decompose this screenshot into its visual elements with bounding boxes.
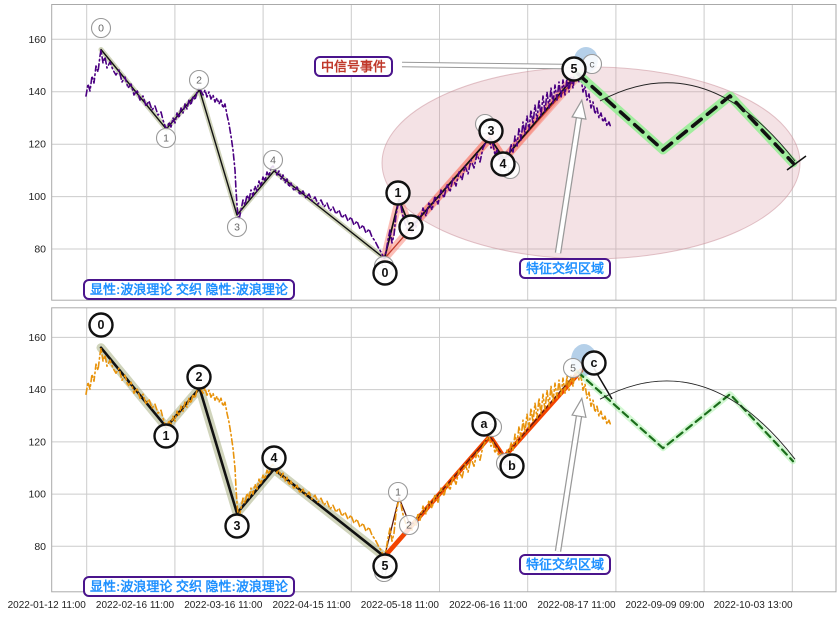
y-tick-label: 120: [28, 436, 46, 448]
wave-label-hidden-c: c: [589, 59, 594, 71]
wave-label-explicit-5: 5: [382, 559, 389, 573]
wave-label-hidden-1: 1: [163, 133, 169, 145]
wave-label-explicit-0: 0: [382, 266, 389, 280]
wave-circle-explicit-5: [561, 56, 587, 82]
wave-label-explicit-3: 3: [488, 124, 495, 138]
wave-label-explicit-2: 2: [196, 370, 203, 384]
x-tick-label: 2022-04-15 11:00: [272, 600, 351, 611]
x-tick-label: 2022-01-12 11:00: [8, 600, 87, 611]
wave-label-explicit-4: 4: [271, 451, 278, 465]
wave-label-hidden-0: 0: [98, 23, 104, 35]
y-tick-label: 100: [28, 191, 46, 203]
wave-label-hidden-3: 3: [234, 222, 240, 234]
signal-callout-line: [401, 62, 564, 69]
wave-label-explicit-5: 5: [571, 62, 578, 76]
y-tick-label: 100: [28, 489, 46, 501]
y-tick-label: 160: [28, 34, 46, 46]
y-tick-label: 80: [34, 244, 46, 256]
wave-circle-explicit-2: [186, 364, 212, 390]
feature-weave-ellipse: [381, 66, 801, 260]
y-tick-label: 80: [34, 541, 46, 553]
x-tick-label: 2022-03-16 11:00: [184, 600, 263, 611]
legend-label-bottom: 显性:波浪理论 交织 隐性:波浪理论: [83, 576, 295, 597]
panel-frame-top: [51, 4, 837, 301]
wave-circle-explicit-3: [224, 513, 250, 539]
wave-circle-explicit-1: [153, 423, 179, 449]
wave-circle-hidden-1: [387, 481, 409, 503]
wave-circle-explicit-b: [499, 453, 525, 479]
price-series-bottom: [85, 347, 612, 558]
wave-circle-hidden-0: [90, 17, 112, 39]
forecast-dashed: [576, 371, 795, 463]
weave-region-label-top: 特征交织区域: [519, 258, 612, 279]
legend-label-top: 显性:波浪理论 交织 隐性:波浪理论: [83, 279, 295, 300]
forecast-glow: [575, 369, 796, 465]
wave-circle-explicit-0: [88, 312, 114, 338]
x-tick-label: 2022-05-18 11:00: [361, 600, 440, 611]
signal-event-label: 中信号事件: [314, 56, 394, 77]
wave-circle-explicit-5: [372, 553, 398, 579]
x-tick-label: 2022-10-03 13:00: [714, 600, 793, 611]
signal-arrow-head: [571, 98, 587, 120]
forecast-endcap: [786, 155, 807, 171]
wave-label-explicit-3: 3: [234, 519, 241, 533]
wave-circle-explicit-a: [471, 411, 497, 437]
wave-label-explicit-c: c: [591, 356, 598, 370]
y-tick-label: 160: [28, 332, 46, 344]
wave-label-explicit-4: 4: [500, 157, 507, 171]
y-tick-label: 140: [28, 86, 46, 98]
price-series-top: [85, 49, 612, 259]
x-tick-label: 2022-08-17 11:00: [537, 600, 616, 611]
projection-arc: [599, 380, 796, 460]
wave-circle-hidden-4: [262, 149, 284, 171]
signal-arrow-head: [571, 396, 587, 419]
wave-label-hidden-4: 4: [270, 155, 276, 167]
wave-label-explicit-a: a: [481, 417, 489, 431]
y-tick-label: 120: [28, 139, 46, 151]
wave-circle-hidden-1: [155, 127, 177, 149]
wave-circle-explicit-2: [398, 214, 424, 240]
forecast-dashed: [576, 72, 795, 165]
x-tick-label: 2022-09-09 09:00: [625, 600, 704, 611]
x-tick-label: 2022-02-16 11:00: [96, 600, 175, 611]
panel-frame-bottom: [51, 307, 837, 593]
wave-label-hidden-1: 1: [395, 487, 401, 499]
wave-label-explicit-0: 0: [98, 318, 105, 332]
wave-label-hidden-2: 2: [196, 75, 202, 87]
signal-arrow-shaft: [556, 415, 581, 552]
wave-circle-explicit-4: [490, 151, 516, 177]
wave-circle-explicit-c: [581, 350, 607, 376]
wave-circle-explicit-1: [385, 180, 411, 206]
signal-arrow-shaft: [556, 117, 581, 254]
wave-circle-hidden-3: [226, 216, 248, 238]
wave-label-explicit-2: 2: [408, 220, 415, 234]
wave-label-hidden-2: 2: [406, 520, 412, 532]
wave-label-hidden-5: 5: [570, 363, 576, 375]
wave-label-explicit-b: b: [508, 459, 516, 473]
wave-circle-hidden-2: [398, 514, 420, 536]
wave-circle-hidden-2: [188, 69, 210, 91]
weave-region-label-bottom: 特征交织区域: [519, 554, 612, 575]
wave-circle-explicit-4: [261, 445, 287, 471]
wave-label-explicit-1: 1: [395, 186, 402, 200]
wave-circle-explicit-0: [372, 260, 398, 286]
projection-arc: [599, 82, 796, 162]
wave-circle-explicit-3: [478, 118, 504, 144]
wave-label-explicit-1: 1: [163, 429, 170, 443]
y-tick-label: 140: [28, 384, 46, 396]
x-tick-label: 2022-06-16 11:00: [449, 600, 528, 611]
